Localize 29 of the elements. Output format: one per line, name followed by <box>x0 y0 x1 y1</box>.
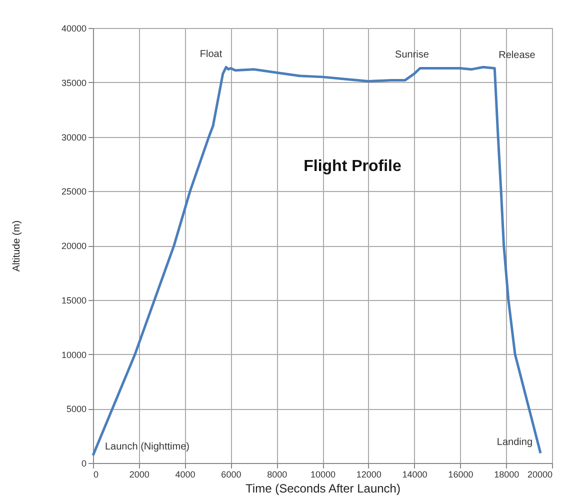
x-tick-label: 16000 <box>448 470 474 480</box>
x-tick-label: 20000 <box>527 470 552 480</box>
y-tick-label: 35000 <box>61 78 86 88</box>
annotation: Landing <box>496 437 533 448</box>
y-axis-title: Altitude (m) <box>11 220 22 272</box>
x-tick-label: 4000 <box>175 470 196 480</box>
x-tick-label: 8000 <box>267 470 288 480</box>
x-tick-label: 18000 <box>494 470 520 480</box>
x-tick-label: 6000 <box>221 470 242 480</box>
y-tick-label: 0 <box>81 458 86 468</box>
y-tick-label: 40000 <box>61 24 86 34</box>
x-tick-label: 12000 <box>356 470 382 480</box>
y-tick-label: 10000 <box>61 350 86 360</box>
y-tick-label: 15000 <box>61 295 86 306</box>
x-tick-label: 0 <box>94 470 99 480</box>
y-tick-label: 25000 <box>61 186 86 197</box>
y-tick-label: 5000 <box>66 404 86 414</box>
annotation: Float <box>200 49 222 60</box>
annotation: Launch (Nighttime) <box>105 441 190 452</box>
annotation: Release <box>498 50 536 62</box>
line-series <box>92 66 542 457</box>
y-tick-label: 30000 <box>61 132 86 142</box>
x-tick-label: 10000 <box>310 470 336 480</box>
y-tick-label: 20000 <box>61 241 86 251</box>
x-axis-title: Time (Seconds After Launch) <box>246 482 400 496</box>
x-tick-label: 14000 <box>402 470 428 480</box>
x-tick-label: 2000 <box>129 470 150 480</box>
annotation: Sunrise <box>395 50 430 61</box>
text: Flight Profile <box>304 158 402 175</box>
